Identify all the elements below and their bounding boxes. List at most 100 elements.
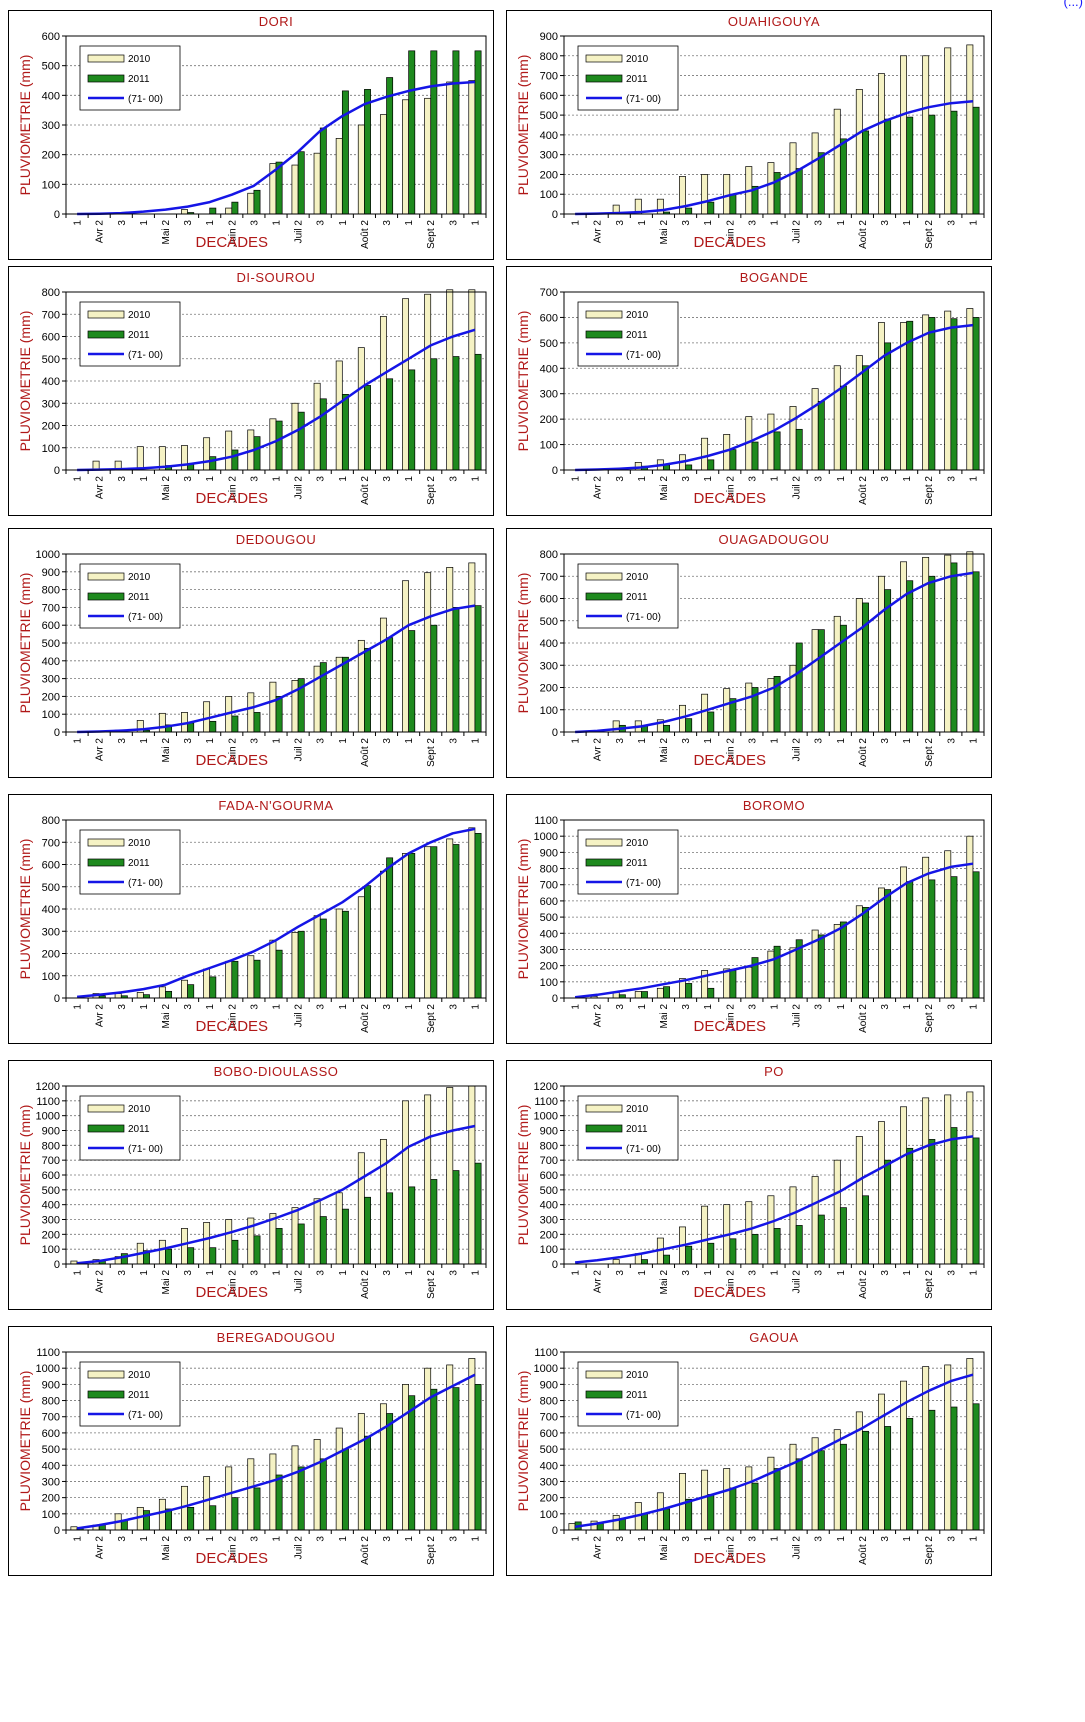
y-tick-label: 1100	[36, 1096, 60, 1108]
x-tick-label: 3	[382, 476, 393, 482]
x-tick-label: 3	[946, 1004, 957, 1010]
bar-2010	[966, 551, 974, 733]
y-tick-label: 0	[54, 1259, 60, 1271]
y-tick-label: 100	[540, 1509, 558, 1521]
y-tick-label: 500	[42, 638, 60, 650]
bar-2011	[950, 110, 958, 215]
bar-2011	[253, 1235, 261, 1265]
plot-frame	[65, 291, 487, 471]
x-tick-label: 3	[946, 738, 957, 744]
x-tick-label: 1	[571, 738, 582, 744]
chart-title: OUAHIGOUYA	[728, 14, 820, 29]
x-tick-label: 3	[681, 476, 692, 482]
normal-line	[574, 862, 974, 999]
bar-2011	[795, 168, 803, 215]
bar-2011	[430, 358, 438, 471]
x-tick-label: 1	[73, 1004, 84, 1010]
bar-2010	[379, 870, 387, 999]
bar-2010	[877, 887, 885, 999]
bar-2011	[817, 152, 825, 215]
y-tick-label: 900	[540, 1379, 558, 1391]
legend-label-2011: 2011	[128, 858, 150, 869]
x-tick-label: Juil 2	[294, 476, 305, 500]
plot-frame	[563, 291, 985, 471]
y-tick-label: 1000	[534, 831, 558, 843]
bar-2010	[136, 446, 144, 471]
x-tick-label: 3	[747, 1536, 758, 1542]
y-tick-label: 300	[540, 1476, 558, 1488]
y-tick-label: 400	[42, 376, 60, 388]
bar-2011	[950, 1406, 958, 1531]
normal-line	[575, 100, 974, 216]
y-axis-label: PLUVIOMETRIE (mm)	[515, 55, 531, 196]
x-tick-label: 1	[205, 1004, 216, 1010]
x-tick-label: 1	[571, 1270, 582, 1276]
bar-2010	[313, 1198, 321, 1265]
legend-label-2011: 2011	[626, 1390, 648, 1401]
bar-2010	[767, 1195, 775, 1265]
x-tick-label: 1	[73, 1270, 84, 1276]
bar-2011	[817, 400, 825, 471]
x-tick-label: 3	[382, 1270, 393, 1276]
bar-2011	[187, 1506, 195, 1531]
y-tick-label: 200	[42, 1493, 60, 1505]
x-tick-label: 1	[338, 1536, 349, 1542]
bar-2010	[944, 554, 952, 733]
bar-2010	[424, 97, 432, 215]
legend-swatch-2011	[87, 74, 125, 83]
bar-2011	[408, 853, 416, 999]
y-axis-label: PLUVIOMETRIE (mm)	[17, 55, 33, 196]
legend-label-normal: (71- 00)	[128, 94, 163, 105]
bar-2010	[158, 1239, 166, 1265]
bar-2011	[729, 1238, 737, 1265]
y-axis-label: PLUVIOMETRIE (mm)	[17, 839, 33, 980]
x-tick-label: 1	[902, 220, 913, 226]
y-tick-label: 500	[42, 1185, 60, 1197]
bar-2010	[402, 298, 409, 471]
bar-2011	[795, 1225, 803, 1265]
bar-2011	[408, 630, 416, 733]
bar-2010	[203, 1222, 211, 1265]
x-axis-label: DECADES	[694, 1284, 767, 1301]
bar-2010	[701, 693, 709, 733]
bar-2010	[335, 908, 343, 999]
legend-label-2011: 2011	[626, 1124, 648, 1135]
bar-2011	[928, 317, 936, 471]
y-tick-label: 400	[540, 363, 558, 375]
bar-2011	[906, 881, 914, 999]
x-tick-label: 1	[470, 1536, 481, 1542]
y-tick-label: 200	[540, 961, 558, 973]
bar-2011	[729, 1487, 737, 1531]
x-tick-label: 3	[615, 1004, 626, 1010]
x-tick-label: 1	[404, 738, 415, 744]
bar-2011	[341, 394, 349, 471]
y-tick-label: 200	[42, 691, 60, 703]
x-tick-label: Août 2	[858, 476, 869, 505]
x-tick-label: Sept 2	[426, 1536, 437, 1565]
bar-2011	[884, 889, 892, 999]
x-tick-label: 3	[448, 1270, 459, 1276]
x-tick-label: 3	[747, 220, 758, 226]
x-tick-label: Juin 2	[227, 220, 238, 247]
x-tick-label: Juin 2	[227, 738, 238, 765]
bar-2010	[379, 114, 387, 215]
bar-2011	[773, 1228, 781, 1265]
legend-label-normal: (71- 00)	[626, 94, 661, 105]
x-tick-label: Août 2	[360, 1270, 371, 1299]
plot-frame	[563, 819, 985, 999]
x-tick-label: 1	[836, 738, 847, 744]
x-tick-label: Sept 2	[426, 738, 437, 767]
x-tick-label: 3	[681, 1270, 692, 1276]
x-tick-label: Sept 2	[924, 1536, 935, 1565]
bar-2010	[446, 289, 454, 471]
bar-2011	[474, 832, 482, 999]
bar-2011	[972, 571, 980, 733]
x-axis-label: DECADES	[694, 752, 767, 769]
bar-2011	[839, 1443, 847, 1531]
bar-2011	[685, 718, 693, 733]
y-tick-label: 600	[42, 1170, 60, 1182]
chart-panel-4: DEDOUGOU PLUVIOMETRIE (mm) 0 100 200 300 400 50…	[8, 528, 494, 778]
bar-2010	[723, 968, 731, 999]
bar-2010	[136, 1506, 144, 1531]
bar-2010	[424, 572, 432, 733]
